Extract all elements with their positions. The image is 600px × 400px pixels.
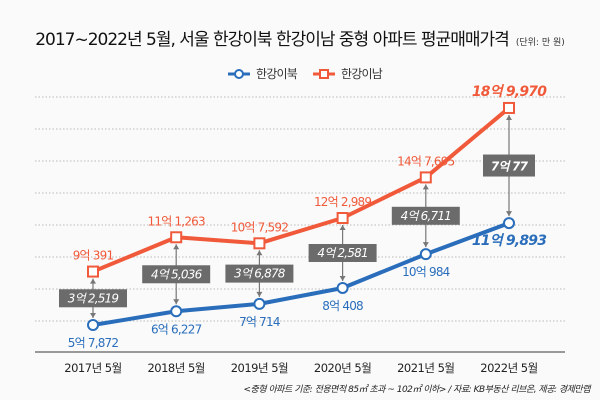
- chart-unit: (단위: 만 원): [516, 37, 565, 48]
- gap-box: [391, 206, 460, 225]
- x-tick-label: 2019년 5월: [231, 361, 288, 375]
- gap-label: 3억 2,519: [68, 291, 119, 305]
- arrow-head-down: [506, 211, 512, 217]
- x-tick-label: 2020년 5월: [314, 361, 371, 375]
- legend-square-marker: [319, 69, 329, 79]
- grid: [35, 96, 565, 353]
- x-tick-label: 2022년 5월: [480, 361, 537, 375]
- arrow-head-down: [256, 291, 263, 297]
- series-line: [92, 106, 511, 274]
- data-point-circle: [503, 217, 515, 230]
- x-tick-label: 2018년 5월: [147, 361, 204, 375]
- arrow-head-down: [173, 299, 180, 305]
- data-label: 11억 9,893: [472, 233, 546, 249]
- data-label: 7억 714: [239, 315, 280, 329]
- legend: 한강이북 한강이남: [228, 67, 384, 81]
- data-label: 11억 1,263: [148, 214, 205, 228]
- arrow-head-up: [90, 278, 96, 284]
- chart-title: 2017~2022년 5월, 서울 한강이북 한강이남 중형 아파트 평균매매가…: [35, 30, 509, 50]
- data-label: 5억 7,872: [68, 336, 119, 350]
- gap-box: [142, 265, 211, 284]
- data-point-square: [170, 231, 183, 244]
- data-point-circle: [336, 281, 349, 294]
- legend-label: 한강이남: [341, 67, 383, 81]
- x-tick-label: 2017년 5월: [64, 361, 121, 375]
- arrow-head-up: [422, 184, 429, 190]
- gap-label: 3억 6,878: [234, 267, 286, 281]
- data-label: 18억 9,970: [472, 84, 547, 100]
- arrow-head-up: [256, 250, 263, 256]
- legend-circle-marker: [234, 69, 244, 79]
- svg-text:2017~2022년 5월, 서울 한강이북 한강이남 중형: 2017~2022년 5월, 서울 한강이북 한강이남 중형 아파트 평균매매가…: [35, 30, 565, 50]
- gap-box: [59, 289, 127, 308]
- series-line: [92, 221, 510, 327]
- data-point-square: [503, 101, 515, 114]
- gap-label: 4억 6,711: [401, 209, 451, 223]
- data-point-square: [419, 171, 432, 184]
- arrow-head-up: [339, 225, 346, 231]
- data-label: 14억 7,695: [397, 154, 454, 168]
- arrow-head-down: [90, 313, 96, 319]
- data-point-circle: [253, 297, 266, 310]
- gap-label: 4억 5,036: [151, 267, 203, 281]
- data-label: 9억 391: [73, 249, 114, 263]
- gap-box: [225, 264, 294, 283]
- x-tick-label: 2021년 5월: [397, 361, 454, 375]
- data-point-circle: [87, 319, 99, 332]
- legend-label: 한강이북: [256, 67, 298, 81]
- data-point-circle: [419, 248, 432, 261]
- arrow-head-up: [506, 114, 512, 120]
- x-axis: 2017년 5월 2018년 5월 2019년 5월 2020년 5월 2021년 5월…: [64, 361, 538, 375]
- data-label: 8억 408: [322, 299, 363, 313]
- gap-box: [483, 154, 535, 177]
- footnote: <중형 아파트 기준: 전용면적 85㎡ 초과 ~ 102㎡ 이하> / 자료:…: [244, 384, 593, 395]
- data-point-circle: [170, 305, 183, 318]
- arrow-head-down: [339, 275, 346, 281]
- data-label: 10억 7,592: [231, 220, 288, 234]
- data-point-square: [336, 212, 349, 225]
- data-label: 10억 984: [402, 265, 450, 279]
- gap-label: 4억 2,581: [317, 246, 367, 260]
- data-point-square: [87, 265, 99, 278]
- series: 5억 7,872 6억 6,227 7억 714 8억 408 10억 984 11억 9…: [68, 84, 548, 350]
- data-label: 12억 2,989: [314, 195, 371, 209]
- data-point-square: [253, 237, 266, 250]
- gap-box: [308, 243, 377, 262]
- arrow-head-down: [422, 242, 429, 248]
- data-label: 6억 6,227: [151, 322, 202, 336]
- gap-annotations: 3억 2,519 4억 5,036 3억 6,878 4억 2,581 4억 6,711…: [59, 114, 535, 319]
- gap-label: 7억 77: [491, 160, 529, 174]
- arrow-head-up: [173, 244, 180, 250]
